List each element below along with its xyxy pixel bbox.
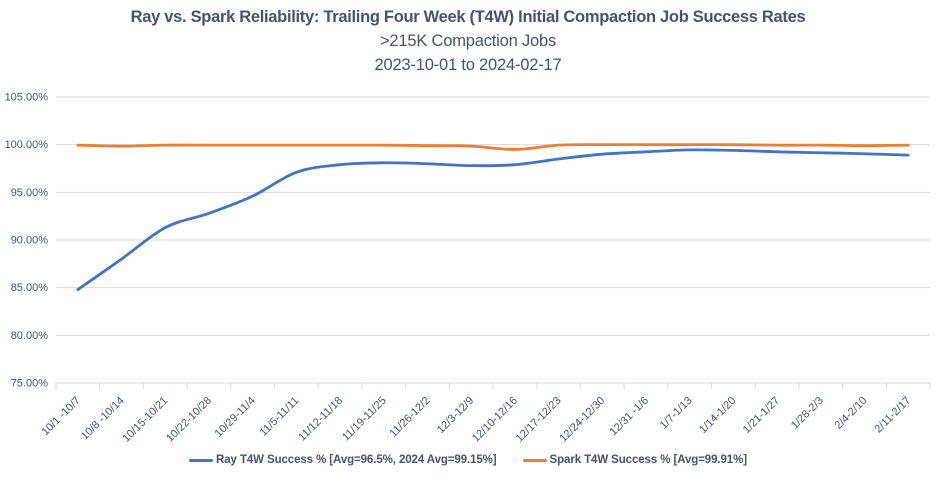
- y-axis-label: 75.00%: [11, 378, 49, 390]
- chart-subtitle: >215K Compaction Jobs: [379, 32, 557, 50]
- x-axis-label: 12/10-12/16: [470, 395, 520, 445]
- x-axis-label: 12/17-12/23: [514, 395, 564, 445]
- y-axis-label: 85.00%: [11, 282, 49, 294]
- y-axis-label: 90.00%: [11, 235, 49, 247]
- y-axis-label: 80.00%: [11, 330, 49, 342]
- spark-legend-label: Spark T4W Success % [Avg=99.91%]: [549, 454, 748, 466]
- ray-legend-label: Ray T4W Success % [Avg=96.5%, 2024 Avg=9…: [216, 454, 497, 466]
- legend: Ray T4W Success % [Avg=96.5%, 2024 Avg=9…: [0, 450, 936, 470]
- x-axis-label: 12/24-12/30: [557, 395, 607, 445]
- chart-title: Ray vs. Spark Reliability: Trailing Four…: [130, 8, 806, 26]
- ray-series-line: [76, 148, 910, 291]
- x-axis-label: 12/31 -1/6: [608, 395, 652, 439]
- x-axis-label: 10/1 -10/7: [39, 395, 83, 439]
- ray-line-marker-icon: [189, 458, 214, 462]
- legend-item-spark: Spark T4W Success % [Avg=99.91%]: [522, 454, 748, 466]
- x-axis-label: 10/8 -10/14: [79, 395, 127, 443]
- x-axis-label: 11/26-12/2: [387, 395, 432, 440]
- x-axis-label: 1/7-1/13: [658, 395, 695, 432]
- chart-date-range: 2023-10-01 to 2024-02-17: [374, 56, 562, 74]
- x-axis-label: 2/4-2/10: [833, 395, 870, 432]
- x-axis-label: 1/21-1/27: [741, 395, 782, 436]
- chart-header: Ray vs. Spark Reliability: Trailing Four…: [0, 5, 936, 77]
- x-axis-label: 2/11-2/17: [872, 395, 913, 436]
- x-axis-label: 12/3-12/9: [435, 395, 476, 436]
- spark-line-marker-icon: [522, 458, 547, 462]
- spark-series-line: [76, 143, 910, 151]
- y-axis-label: 95.00%: [11, 187, 49, 199]
- x-axis-label: 1/28-2/3: [789, 395, 826, 432]
- x-axis-label: 1/14-1/20: [697, 395, 738, 436]
- x-axis-label: 10/29-11/4: [213, 395, 258, 440]
- x-axis-label: 11/12-11/18: [296, 395, 345, 444]
- x-axis-label: 10/15-10/21: [120, 395, 170, 445]
- x-axis-label: 11/19-11/25: [340, 395, 389, 444]
- y-axis-label: 105.00%: [5, 92, 49, 104]
- y-axis-label: 100.00%: [5, 139, 49, 151]
- x-axis-label: 11/5-11/11: [258, 395, 302, 439]
- x-axis-label: 10/22-10/28: [164, 395, 214, 445]
- legend-item-ray: Ray T4W Success % [Avg=96.5%, 2024 Avg=9…: [189, 454, 497, 466]
